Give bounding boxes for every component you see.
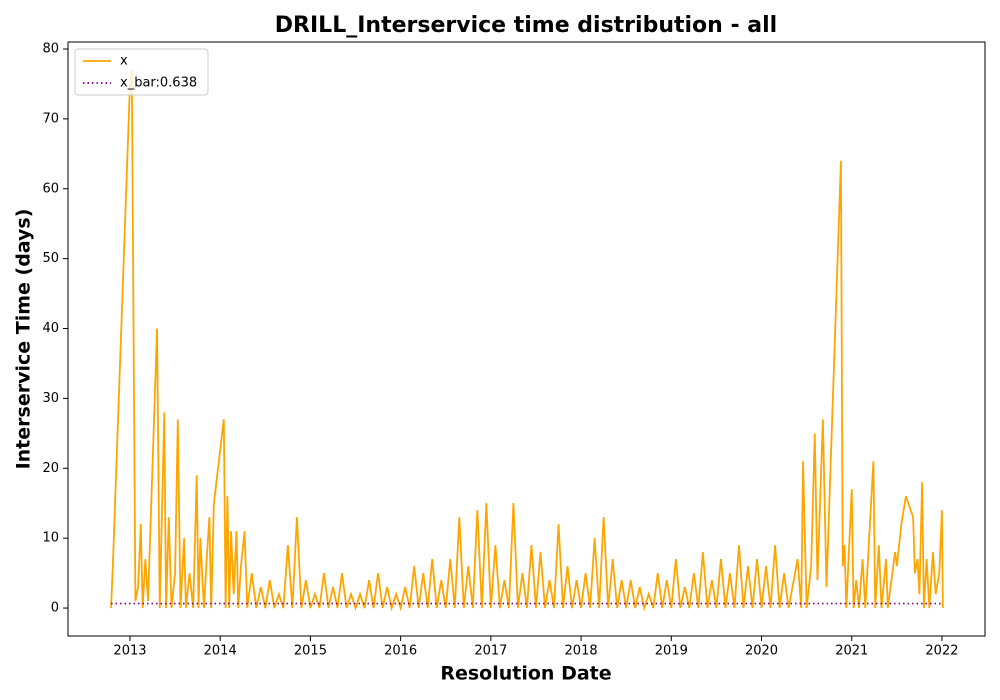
- legend-label: x_bar:0.638: [120, 76, 197, 91]
- x-tick-label: 2013: [113, 644, 146, 659]
- x-tick-label: 2019: [655, 644, 688, 659]
- x-tick-label: 2018: [565, 644, 598, 659]
- y-tick-label: 30: [42, 391, 59, 406]
- x-tick-label: 2022: [925, 644, 958, 659]
- y-tick-label: 60: [42, 181, 59, 196]
- x-tick-label: 2017: [474, 644, 507, 659]
- chart-title: DRILL_Interservice time distribution - a…: [275, 13, 777, 38]
- y-tick-label: 70: [42, 111, 59, 126]
- y-tick-label: 50: [42, 251, 59, 266]
- x-axis-label: Resolution Date: [440, 663, 611, 685]
- data-line: [110, 69, 944, 612]
- x-tick-label: 2014: [204, 644, 237, 659]
- y-tick-label: 10: [42, 531, 59, 546]
- x-tick-label: 2016: [384, 644, 417, 659]
- y-axis-label: Interservice Time (days): [13, 209, 35, 470]
- y-tick-label: 0: [51, 601, 59, 616]
- x-tick-label: 2015: [294, 644, 327, 659]
- y-tick-label: 40: [42, 321, 59, 336]
- y-tick-label: 20: [42, 461, 59, 476]
- plot-frame: [67, 41, 986, 637]
- legend-label: x: [120, 54, 128, 69]
- x-tick-label: 2021: [835, 644, 868, 659]
- x-tick-label: 2020: [745, 644, 778, 659]
- y-tick-label: 80: [42, 41, 59, 56]
